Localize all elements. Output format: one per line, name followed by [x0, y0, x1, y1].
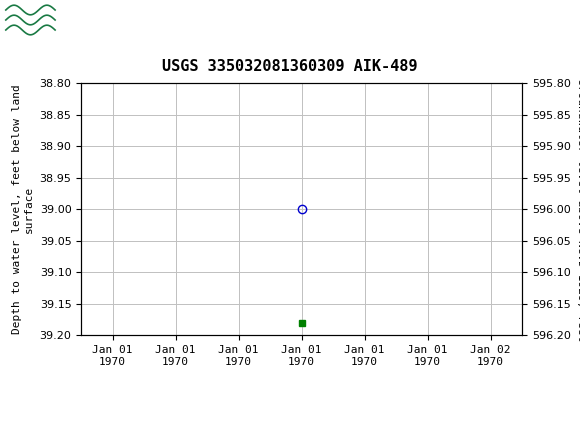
Text: USGS: USGS — [61, 11, 116, 29]
Y-axis label: Groundwater level above NGVD 1929, feet: Groundwater level above NGVD 1929, feet — [576, 77, 580, 341]
FancyBboxPatch shape — [6, 2, 55, 38]
Y-axis label: Depth to water level, feet below land
surface: Depth to water level, feet below land su… — [12, 84, 34, 334]
Text: USGS 335032081360309 AIK-489: USGS 335032081360309 AIK-489 — [162, 59, 418, 74]
